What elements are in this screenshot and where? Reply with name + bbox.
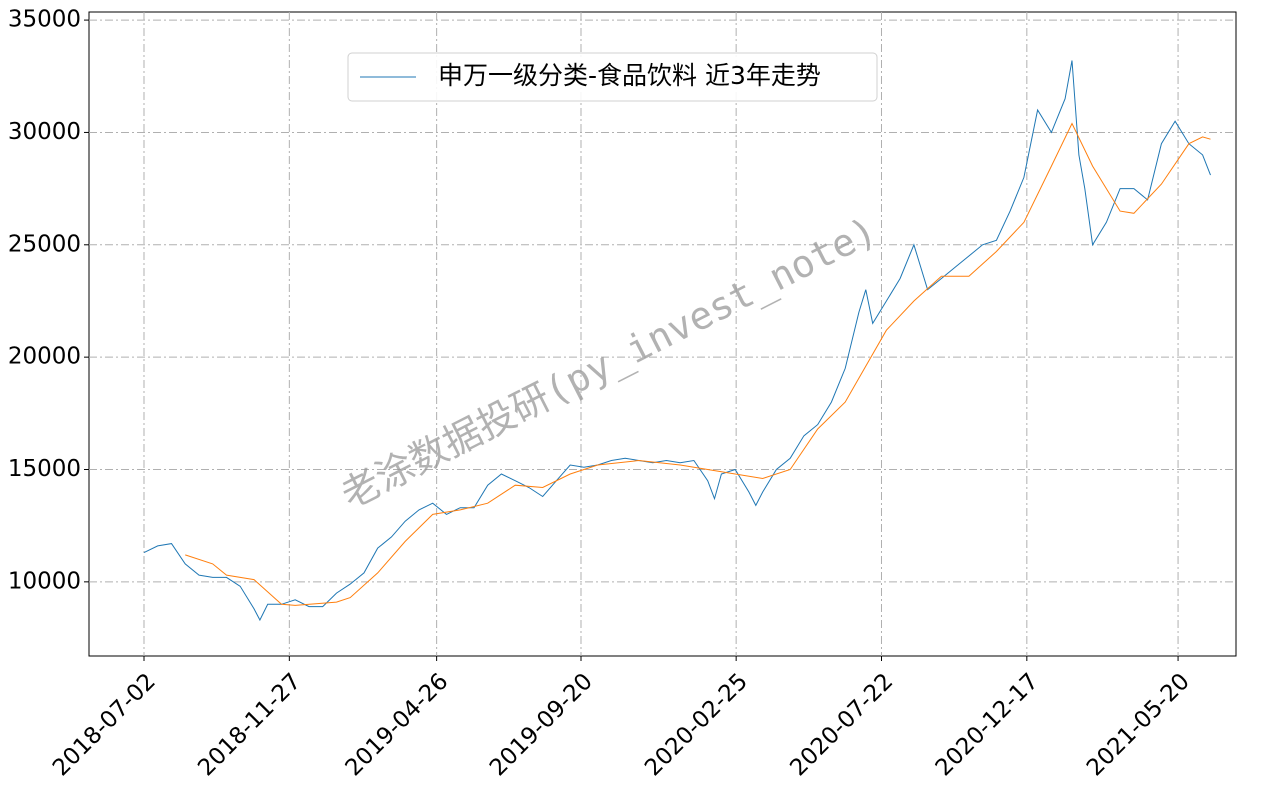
x-tick-label: 2020-07-22	[785, 668, 898, 781]
x-tick-label: 2018-11-27	[193, 668, 306, 781]
y-tick-label: 20000	[8, 344, 81, 370]
y-tick-label: 30000	[8, 119, 81, 145]
x-tick-label: 2019-04-26	[341, 668, 454, 781]
legend-label: 申万一级分类-食品饮料 近3年走势	[438, 61, 821, 90]
legend	[347, 52, 878, 102]
x-tick-label: 2020-12-17	[931, 668, 1044, 781]
series-line	[143, 60, 1211, 622]
x-tick-label: 2020-02-25	[640, 668, 753, 781]
y-tick-label: 15000	[8, 456, 81, 482]
series-line	[185, 122, 1211, 606]
x-tick-label: 2021-05-20	[1082, 668, 1195, 781]
y-tick-label: 25000	[8, 231, 81, 257]
x-tick-label: 2019-09-20	[485, 668, 598, 781]
y-tick-label: 35000	[8, 7, 81, 33]
y-tick-label: 10000	[8, 568, 81, 594]
watermark: 老涂数据投研(py_invest_note)	[334, 208, 884, 518]
x-tick-label: 2018-07-02	[48, 668, 161, 781]
plot-frame	[88, 11, 1237, 657]
